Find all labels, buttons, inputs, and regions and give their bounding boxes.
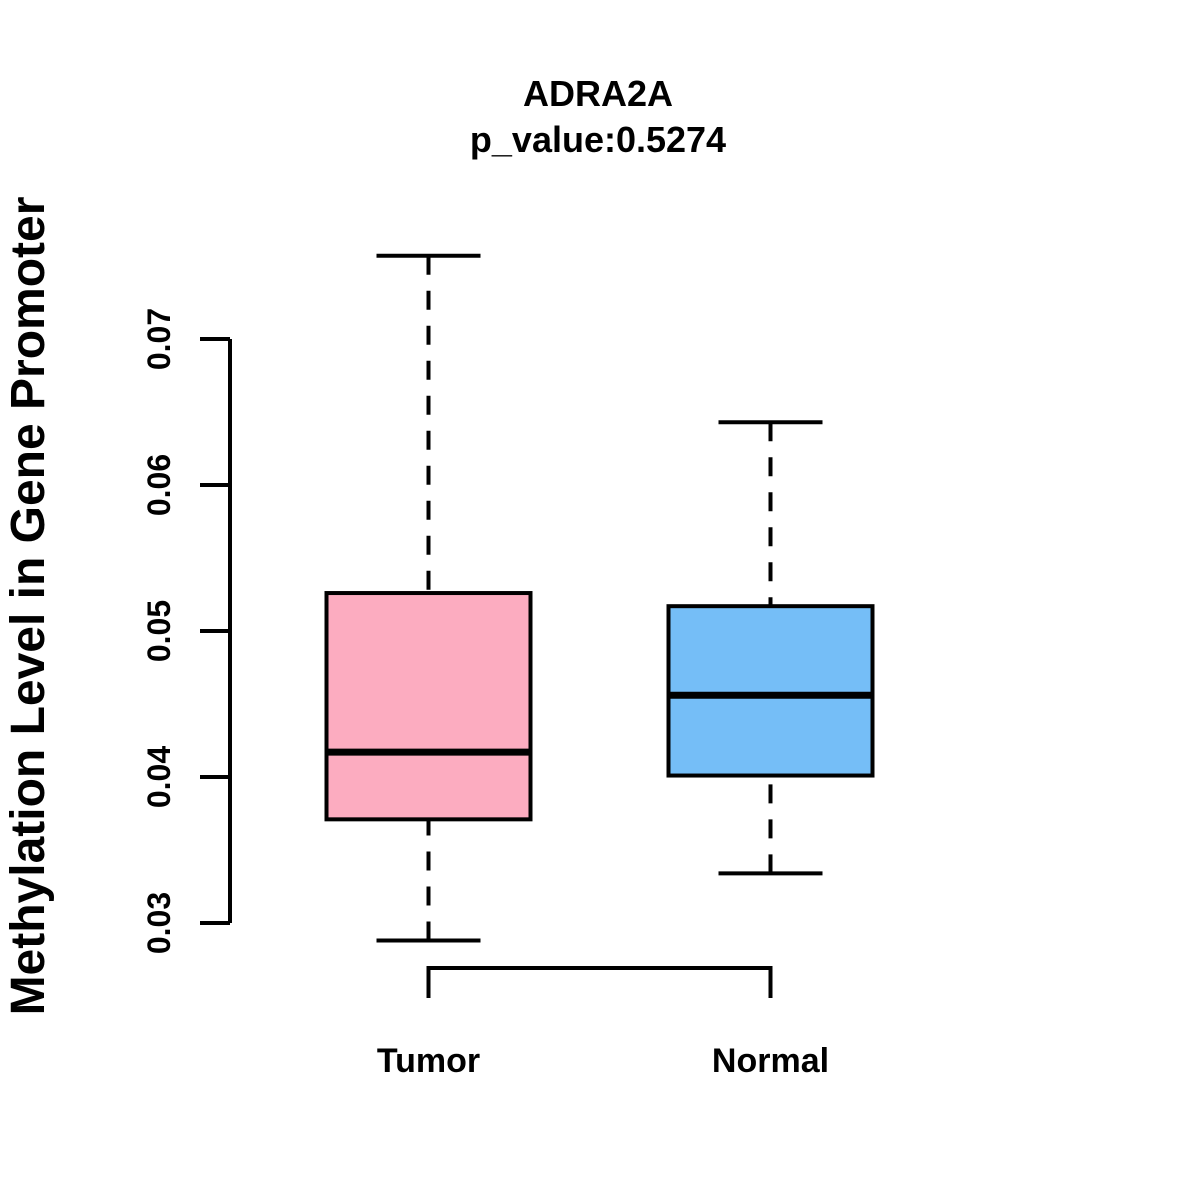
comparison-bracket [426, 966, 773, 998]
comparison-bracket-group [426, 966, 773, 998]
x-axis-label-normal: Normal [712, 1042, 829, 1080]
boxplot-tumor [324, 253, 533, 943]
y-axis-tick-label: 0.03 [141, 892, 177, 954]
boxplot-normal [666, 420, 875, 876]
y-axis-tick-label: 0.04 [141, 746, 177, 808]
iqr-box [666, 604, 875, 778]
y-axis-tick-label: 0.07 [141, 308, 177, 370]
y-axis: 0.07 0.06 0.05 0.04 0.03 [141, 308, 232, 954]
iqr-box [324, 591, 533, 822]
chart-subtitle: p_value:0.5274 [470, 119, 726, 160]
y-axis-tick-label: 0.06 [141, 454, 177, 516]
y-axis-ticks: 0.07 0.06 0.05 0.04 0.03 [141, 308, 230, 954]
x-axis-label-tumor: Tumor [377, 1042, 480, 1080]
y-axis-tick-label: 0.05 [141, 600, 177, 662]
chart-title: ADRA2A [523, 73, 673, 114]
boxplots [324, 253, 875, 943]
y-axis-label: Methylation Level in Gene Promoter [2, 197, 55, 1016]
x-axis-labels: Tumor Normal [377, 1042, 829, 1080]
